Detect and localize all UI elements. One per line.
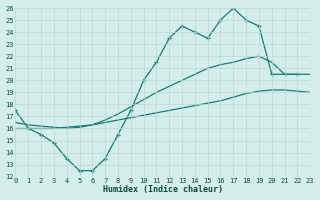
X-axis label: Humidex (Indice chaleur): Humidex (Indice chaleur) [103, 185, 223, 194]
